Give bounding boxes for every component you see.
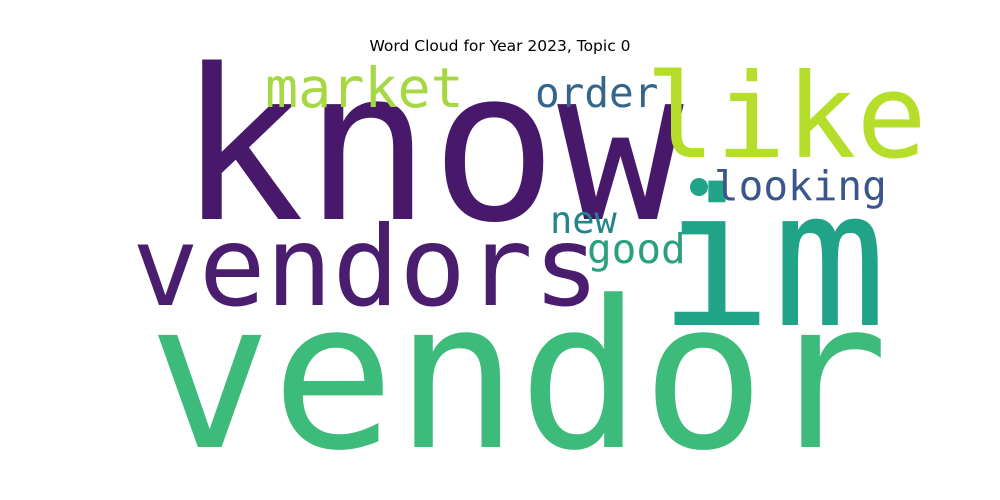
- word-vendor: vendor: [148, 258, 889, 496]
- word-order: order: [535, 69, 659, 117]
- word-new: new: [550, 199, 617, 242]
- word-good: good: [587, 225, 686, 273]
- word-im: im: [658, 149, 887, 370]
- word-looking: looking: [714, 162, 887, 210]
- word-market: market: [265, 56, 464, 120]
- word-like: like: [645, 48, 927, 185]
- chart-title: Word Cloud for Year 2023, Topic 0: [369, 37, 631, 55]
- word-vendors: vendors: [132, 203, 600, 332]
- word-dot: [690, 178, 708, 196]
- word-know: know: [178, 24, 684, 269]
